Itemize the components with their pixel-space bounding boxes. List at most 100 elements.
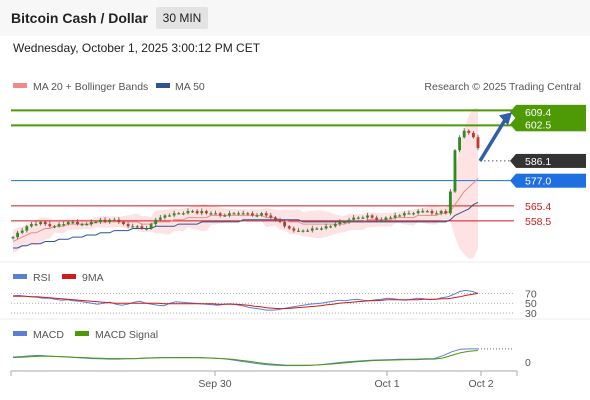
candle-body bbox=[186, 211, 190, 214]
candle-body bbox=[412, 213, 415, 215]
candle-body bbox=[227, 213, 231, 216]
candle-body bbox=[310, 228, 314, 231]
candle-body bbox=[43, 221, 47, 225]
price-level-tag-bg bbox=[516, 104, 586, 119]
ma20-legend-label: MA 20 + Bollinger Bands bbox=[33, 81, 148, 93]
candle-body bbox=[250, 213, 254, 216]
rsi-legend-label: RSI bbox=[33, 272, 51, 284]
macd-legend-swatch bbox=[13, 331, 27, 336]
candle-body bbox=[11, 237, 15, 239]
candle-body bbox=[241, 213, 245, 215]
rsi-tick-label: 30 bbox=[525, 308, 537, 320]
signal-legend-label: MACD Signal bbox=[95, 329, 158, 341]
candle-body bbox=[356, 217, 360, 219]
candle-body bbox=[301, 230, 305, 232]
ma20-legend-swatch bbox=[13, 83, 27, 88]
candle-body bbox=[260, 213, 264, 216]
candle-body bbox=[195, 211, 199, 214]
candle-body bbox=[324, 226, 328, 229]
price-level-tag-bg bbox=[516, 117, 586, 132]
candle-body bbox=[218, 213, 222, 216]
candle-body bbox=[297, 230, 300, 232]
candle-body bbox=[458, 137, 461, 151]
candle-body bbox=[158, 217, 162, 220]
candle-body bbox=[117, 219, 121, 222]
x-tick-label: Oct 1 bbox=[374, 378, 399, 390]
candle-body bbox=[269, 215, 273, 218]
macd-plot: 0 bbox=[12, 348, 531, 369]
candle-body bbox=[292, 228, 296, 231]
ma50-legend-swatch bbox=[156, 83, 170, 88]
timestamp: Wednesday, October 1, 2025 3:00:12 PM CE… bbox=[13, 41, 261, 55]
candle-body bbox=[453, 150, 457, 192]
candle-body bbox=[347, 219, 351, 222]
price-level-tag-pointer bbox=[510, 104, 516, 119]
timeframe-badge[interactable]: 30 MIN bbox=[156, 7, 208, 29]
candle-body bbox=[379, 219, 383, 221]
candle-body bbox=[108, 219, 112, 222]
candle-body bbox=[278, 219, 282, 222]
candle-body bbox=[471, 132, 475, 138]
macd-legend-label: MACD bbox=[33, 329, 64, 341]
candle-body bbox=[402, 213, 406, 216]
candle-body bbox=[338, 221, 342, 225]
candle-body bbox=[62, 224, 66, 226]
candle-body bbox=[163, 215, 167, 218]
candle-body bbox=[333, 224, 337, 227]
candle-body bbox=[274, 217, 277, 220]
candle-body bbox=[255, 215, 259, 217]
candle-body bbox=[366, 215, 369, 218]
signal-legend-swatch bbox=[75, 331, 89, 336]
price-level-label: 586.1 bbox=[525, 156, 551, 168]
candle-body bbox=[53, 226, 56, 228]
candle-body bbox=[16, 232, 20, 238]
candle-body bbox=[204, 211, 208, 214]
candle-body bbox=[246, 213, 250, 215]
instrument-title: Bitcoin Cash / Dollar bbox=[11, 10, 148, 26]
candle-body bbox=[476, 137, 480, 149]
candle-body bbox=[168, 215, 171, 217]
candle-body bbox=[375, 217, 379, 220]
candle-body bbox=[283, 221, 287, 227]
candle-body bbox=[467, 130, 471, 133]
macd-signal-line bbox=[12, 350, 479, 366]
price-level-tag-bg bbox=[516, 153, 586, 168]
candle-body bbox=[343, 221, 346, 224]
candle-body bbox=[20, 230, 24, 233]
candle-body bbox=[435, 213, 438, 215]
candle-body bbox=[99, 219, 102, 222]
candle-body bbox=[30, 224, 33, 227]
price-level-label: 577.0 bbox=[525, 176, 551, 188]
candle-body bbox=[177, 213, 181, 215]
price-level-label: 558.5 bbox=[525, 216, 551, 228]
rsi-ma9-line bbox=[13, 292, 479, 310]
candle-body bbox=[439, 211, 443, 214]
candle-body bbox=[425, 211, 429, 213]
rsi-legend-swatch bbox=[13, 274, 27, 279]
candle-body bbox=[191, 211, 194, 213]
bollinger-band bbox=[13, 107, 478, 259]
candle-body bbox=[398, 215, 402, 217]
candle-body bbox=[416, 211, 420, 214]
candle-body bbox=[320, 228, 323, 230]
x-tick-label: Sep 30 bbox=[198, 378, 231, 390]
candle-body bbox=[154, 219, 158, 225]
candle-body bbox=[389, 217, 392, 219]
price-level-label: 565.4 bbox=[525, 201, 551, 213]
candle-body bbox=[200, 211, 204, 214]
candle-body bbox=[421, 211, 425, 213]
candle-body bbox=[209, 213, 213, 215]
candle-body bbox=[430, 211, 434, 214]
price-level-label: 609.4 bbox=[525, 107, 551, 119]
credit-label: Research © 2025 Trading Central bbox=[424, 81, 581, 93]
price-level-tag-pointer bbox=[510, 153, 516, 168]
price-level-tag-bg bbox=[516, 213, 586, 228]
candle-body bbox=[103, 219, 107, 222]
rsi-tick-label: 70 bbox=[525, 288, 537, 300]
candle-body bbox=[306, 230, 310, 232]
ma9-legend-label: 9MA bbox=[82, 272, 104, 284]
candle-body bbox=[48, 224, 52, 227]
x-tick-label: Oct 2 bbox=[468, 378, 493, 390]
